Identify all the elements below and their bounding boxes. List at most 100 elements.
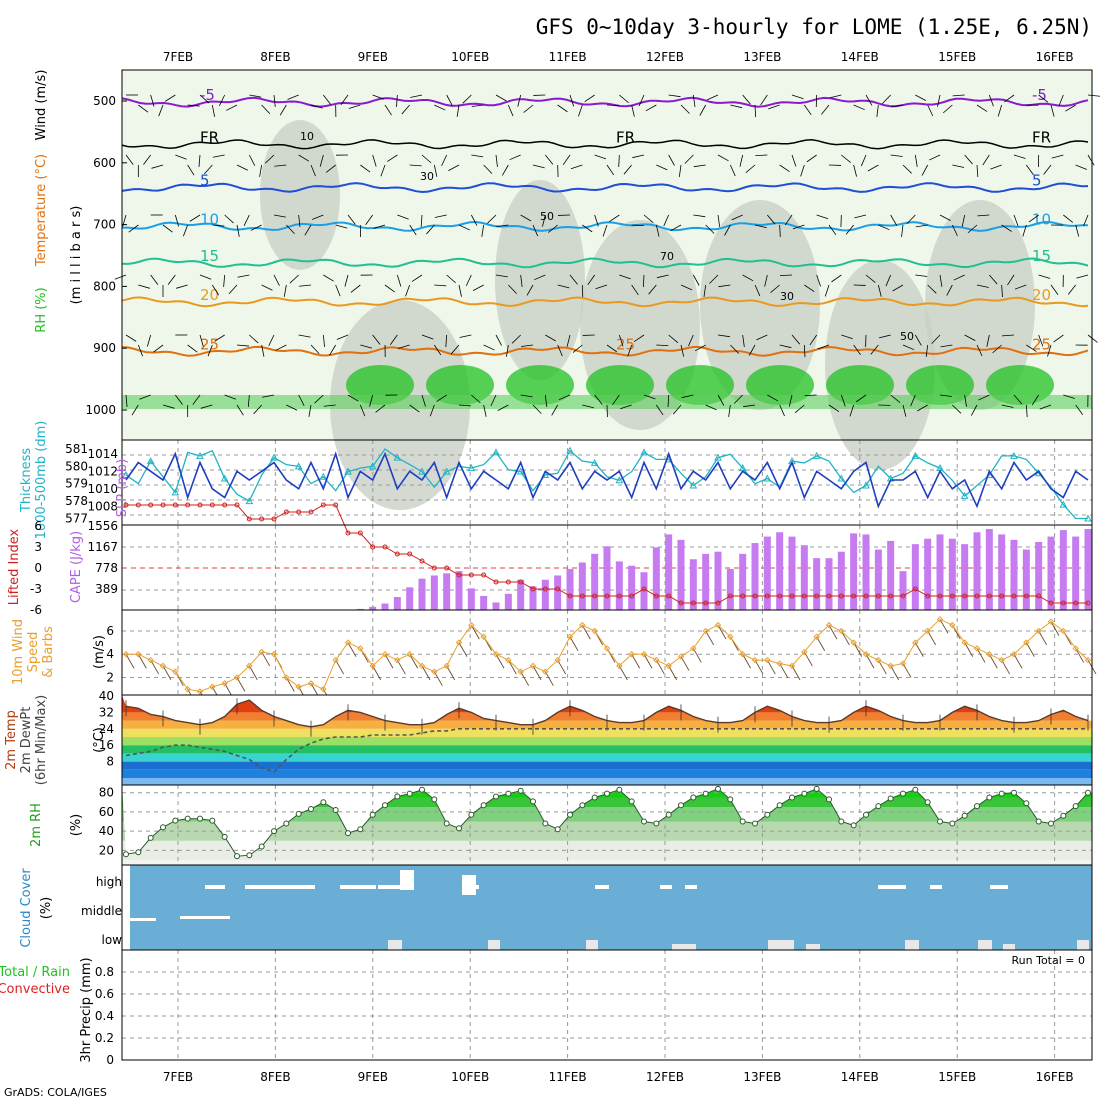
wind-barb (1075, 404, 1084, 415)
wind-barb (1022, 224, 1027, 237)
li-marker (715, 600, 721, 606)
wind-barb (228, 284, 238, 295)
wind-barb (1067, 284, 1076, 295)
wind-barb (436, 394, 447, 402)
wind-barb (680, 344, 685, 357)
wind-barb (350, 284, 361, 293)
cape-bar (726, 568, 734, 610)
wind-barb (915, 274, 928, 277)
surface-wind-barb (285, 677, 295, 692)
wind-marker (468, 621, 475, 629)
wind-barb (456, 104, 460, 117)
wind-barb (544, 394, 548, 407)
thickness-axis-label-line: 1000-500mb (dm) (34, 421, 49, 540)
thickness-marker (837, 474, 846, 482)
wind-barb (410, 94, 423, 98)
wind-barb (566, 334, 571, 347)
thickness-marker (911, 451, 920, 459)
thickness-marker (171, 488, 180, 496)
wind-barb (631, 284, 639, 296)
wind-barb (249, 334, 259, 344)
rh-marker (258, 843, 265, 850)
wind-marker (813, 633, 820, 640)
temperature-axis-label-line: Temperature (°C) (34, 154, 49, 267)
low-cloud-block (806, 944, 820, 950)
contour-label: -5 (200, 86, 215, 104)
wind-barb (275, 344, 287, 351)
wind-marker (751, 656, 759, 664)
wind-marker (147, 656, 154, 664)
wind-barb (359, 404, 366, 417)
surface-wind-barb (643, 654, 653, 669)
thickness-tick-label: 579 (65, 477, 88, 491)
li-axis-label: Lifted Index (7, 528, 22, 605)
date-label-bottom: 13FEB (743, 1070, 781, 1084)
wind-barb (978, 394, 990, 401)
wind-barb (429, 404, 435, 417)
temp-mask (122, 695, 1092, 727)
wind-marker (159, 662, 167, 670)
rh-marker (912, 786, 919, 793)
wind-marker (603, 645, 611, 652)
wind-barb (434, 214, 447, 218)
wind-barb (273, 94, 276, 107)
li-marker (962, 593, 968, 599)
thickness-marker (196, 451, 204, 459)
wind-barb (730, 104, 743, 109)
li-marker (925, 593, 931, 599)
wind-barb (212, 224, 225, 227)
wind-barb (150, 274, 159, 285)
thickness-marker (689, 481, 698, 489)
wind-barb (421, 334, 434, 340)
surface-wind-barb (446, 665, 456, 681)
wind-barb (187, 104, 200, 107)
wind-barb (609, 214, 620, 223)
wind-barb (373, 224, 386, 229)
wind-barb (684, 154, 694, 164)
wind-barb (465, 274, 472, 287)
li-marker (456, 572, 462, 578)
date-label-bottom: 8FEB (260, 1070, 290, 1084)
temp-color-band (122, 769, 1092, 778)
wind-barb (800, 164, 805, 177)
date-label-top: 10FEB (451, 50, 489, 64)
lifted-index-line (126, 504, 1088, 604)
wind-barb (620, 404, 632, 410)
surface-wind-barb (668, 665, 678, 681)
wind-barb (298, 334, 311, 338)
surface-wind-barb (803, 651, 813, 667)
wind-barb (1007, 274, 1015, 286)
wind-barb (298, 214, 301, 227)
wind-barb (336, 334, 349, 340)
cape-bar (689, 559, 697, 610)
wind-barb (150, 94, 155, 107)
thickness-marker (714, 453, 722, 461)
wind-barb (770, 284, 780, 294)
wind-marker (862, 651, 870, 658)
wind-axis-label: 10m WindSpeed& Barbs (11, 619, 56, 685)
surface-wind-barb (655, 659, 665, 675)
wind-marker (443, 662, 450, 670)
wind-barb (212, 154, 225, 158)
surface-wind-barb (890, 665, 900, 681)
wind-barb (703, 284, 707, 297)
wind-barb (125, 334, 137, 342)
wind-barb (139, 394, 151, 400)
rh-marker (443, 820, 450, 827)
wind-marker (702, 627, 709, 635)
wind-barb (323, 274, 334, 282)
wind-barb (380, 164, 386, 177)
rh-marker (283, 820, 290, 827)
wind-barb (638, 94, 645, 107)
wind-marker (320, 685, 327, 693)
li-marker (777, 593, 783, 599)
cape-bar (554, 575, 562, 610)
wind-barb (325, 164, 336, 173)
wind-barb (906, 214, 916, 224)
li-marker (567, 593, 573, 599)
li-marker (727, 593, 733, 599)
wind-barb (521, 344, 534, 347)
wind-barb (409, 404, 420, 413)
wind-marker (961, 639, 968, 646)
cape-bar (430, 575, 438, 610)
